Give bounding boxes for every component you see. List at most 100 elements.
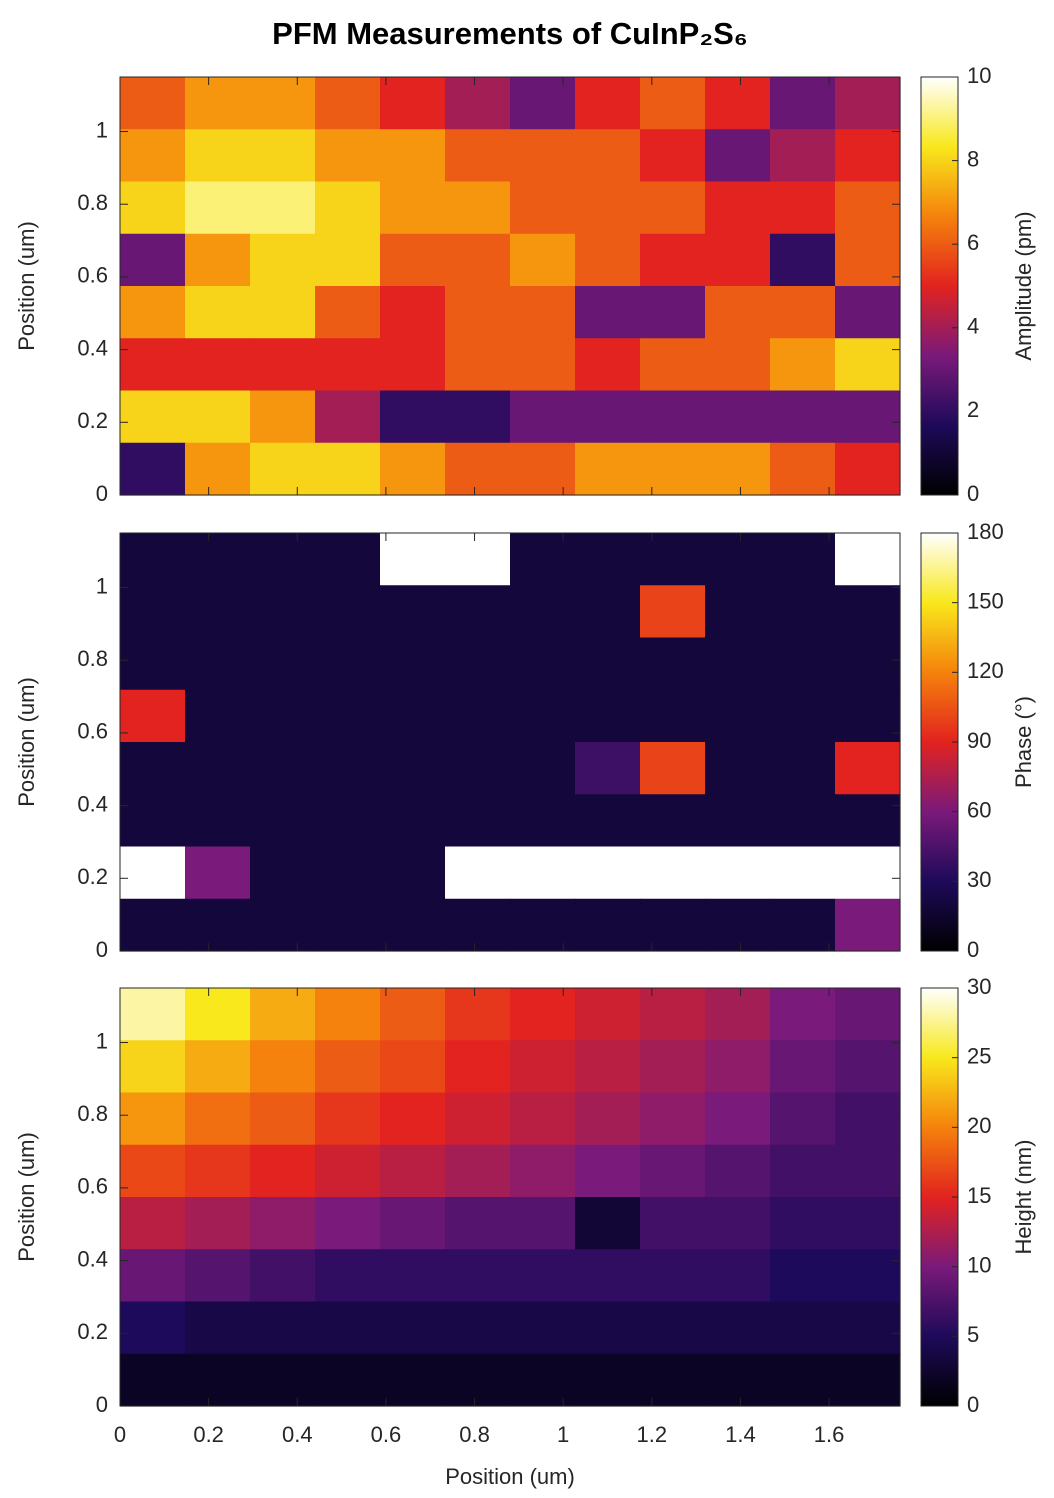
heatmap-cell (705, 1040, 771, 1094)
heatmap-cell (770, 1353, 836, 1407)
heatmap-cell (445, 1249, 511, 1303)
heatmap-cell (445, 898, 511, 952)
heatmap-cell (185, 794, 251, 848)
heatmap-cell (510, 1092, 576, 1146)
heatmap-cell (705, 442, 771, 496)
heatmap-cell (510, 1353, 576, 1407)
heatmap-cell (705, 794, 771, 848)
heatmap-cell (770, 129, 836, 183)
heatmap-cell (835, 129, 901, 183)
heatmap-cell (835, 1353, 901, 1407)
heatmap-cell (575, 77, 641, 130)
heatmap-cell (510, 77, 576, 130)
heatmap-cell (185, 233, 251, 287)
heatmap-cell (185, 988, 251, 1041)
heatmap-cell (315, 233, 381, 287)
heatmap-cell (315, 1197, 381, 1250)
y-tick-label: 0.8 (77, 190, 108, 215)
colorbar-tick-label: 0 (967, 481, 979, 506)
heatmap-cell (185, 442, 251, 496)
heatmap-cell (120, 637, 186, 691)
heatmap-cell (705, 338, 771, 392)
heatmap-cell (575, 533, 641, 586)
heatmap-cell (380, 898, 446, 952)
heatmap-cell (770, 77, 836, 130)
heatmap-cell (445, 794, 511, 848)
colorbar-tick-label: 180 (967, 519, 1004, 544)
heatmap-cell (835, 637, 901, 691)
y-tick-label: 0 (96, 1392, 108, 1417)
heatmap-cell (250, 1249, 316, 1303)
colorbar-tick-label: 4 (967, 314, 979, 339)
heatmap-cell (835, 1249, 901, 1303)
heatmap-cell (575, 794, 641, 848)
y-tick-label: 0.8 (77, 646, 108, 671)
heatmap-cell (315, 129, 381, 183)
heatmap-cell (120, 390, 186, 444)
colorbar-tick-label: 30 (967, 974, 991, 999)
heatmap-cell (380, 181, 446, 235)
heatmap-cell (575, 1144, 641, 1198)
heatmap-cell (120, 77, 186, 130)
colorbar-label: Height (nm) (1011, 1140, 1036, 1255)
colorbar (920, 532, 959, 952)
heatmap-cell (770, 1144, 836, 1198)
colorbar-tick-label: 150 (967, 588, 1004, 613)
heatmap-cell (770, 390, 836, 444)
heatmap-cell (250, 637, 316, 691)
heatmap-cell (510, 794, 576, 848)
heatmap-cell (640, 742, 706, 795)
heatmap-cell (705, 1249, 771, 1303)
heatmap-cell (315, 533, 381, 586)
heatmap-cell (575, 129, 641, 183)
heatmap-cell (510, 338, 576, 392)
heatmap-cell (835, 1301, 901, 1355)
y-tick-label: 1 (96, 117, 108, 142)
heatmap-cell (380, 1301, 446, 1355)
x-tick-label: 0.6 (371, 1422, 402, 1447)
heatmap-cell (575, 1301, 641, 1355)
colorbar-tick-label: 20 (967, 1113, 991, 1138)
colorbar-tick-label: 90 (967, 728, 991, 753)
colorbar (920, 987, 959, 1407)
y-tick-label: 0.2 (77, 1319, 108, 1344)
heatmap-cell (250, 1092, 316, 1146)
heatmap-cell (380, 794, 446, 848)
heatmap-cell (315, 637, 381, 691)
heatmap-cell (380, 233, 446, 287)
heatmap-cell (185, 129, 251, 183)
heatmap-cell (185, 390, 251, 444)
heatmap-cell (250, 129, 316, 183)
heatmap-cell (380, 846, 446, 900)
heatmap-cell (640, 1197, 706, 1250)
heatmap-cell (315, 988, 381, 1041)
heatmap-cell (315, 1301, 381, 1355)
heatmap-cell (315, 390, 381, 444)
heatmap-cell (835, 794, 901, 848)
heatmap-cell (770, 1249, 836, 1303)
heatmap-cell (510, 898, 576, 952)
heatmap-cell (445, 338, 511, 392)
y-tick-label: 0.4 (77, 1246, 108, 1271)
heatmap-cell (575, 585, 641, 639)
colorbar-tick-label: 5 (967, 1322, 979, 1347)
heatmap-cell (120, 338, 186, 392)
colorbar-tick-label: 15 (967, 1183, 991, 1208)
heatmap-cell (120, 1040, 186, 1094)
x-tick-label: 0 (114, 1422, 126, 1447)
x-tick-label: 0.8 (459, 1422, 490, 1447)
heatmap-cell (835, 1144, 901, 1198)
heatmap-cell (575, 338, 641, 392)
heatmap-cell (380, 129, 446, 183)
heatmap-cell (380, 338, 446, 392)
heatmap-cell (120, 898, 186, 952)
heatmap-cell (315, 742, 381, 795)
heatmap-cell (445, 1144, 511, 1198)
heatmap-cell (250, 1144, 316, 1198)
x-tick-label: 0.4 (282, 1422, 313, 1447)
axes-box (119, 987, 901, 1407)
heatmap-cell (640, 533, 706, 586)
heatmap-cell (510, 286, 576, 339)
heatmap-cell (770, 898, 836, 952)
heatmap-cell (250, 1197, 316, 1250)
